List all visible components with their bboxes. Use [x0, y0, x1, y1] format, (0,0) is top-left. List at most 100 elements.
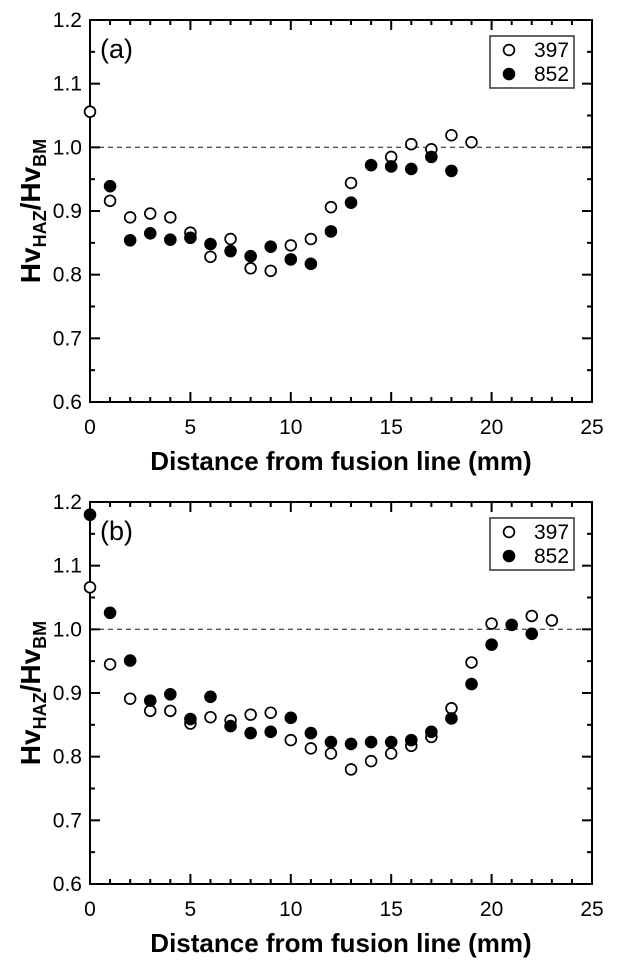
panel-label: (a)	[100, 34, 133, 64]
data-point-852	[164, 233, 177, 246]
data-point-852	[264, 240, 278, 253]
data-point-852	[103, 606, 117, 620]
data-point-397	[204, 250, 217, 264]
data-point-397	[344, 763, 358, 776]
data-point-852	[324, 225, 338, 238]
data-point-852	[123, 233, 137, 247]
data-point-852	[184, 712, 197, 726]
data-point-852	[244, 726, 257, 740]
x-tick-label: 0	[84, 898, 96, 921]
data-point-397	[83, 581, 97, 594]
legend-box	[489, 517, 575, 571]
y-tick-label: 0.7	[53, 327, 82, 350]
data-point-852	[204, 237, 217, 251]
data-point-397	[264, 264, 277, 278]
data-point-852	[284, 253, 298, 266]
x-tick-label: 25	[580, 898, 603, 921]
y-tick-label: 0.7	[53, 809, 82, 832]
data-point-397	[123, 692, 137, 705]
x-tick-label: 20	[480, 898, 503, 921]
data-point-852	[284, 711, 298, 725]
data-point-397	[545, 614, 559, 627]
data-point-397	[103, 658, 117, 671]
data-point-397	[445, 128, 458, 142]
data-point-397	[164, 704, 177, 718]
data-point-852	[384, 160, 398, 173]
data-point-852	[445, 164, 458, 178]
data-point-852	[224, 244, 237, 258]
data-point-397	[123, 211, 137, 224]
data-point-852	[143, 226, 157, 240]
x-tick-label: 15	[380, 416, 403, 439]
data-point-397	[364, 754, 378, 768]
data-point-852	[364, 735, 378, 749]
y-tick-label: 0.6	[53, 391, 82, 414]
x-tick-label: 25	[580, 416, 603, 439]
data-point-852	[164, 687, 177, 701]
x-tick-label: 5	[185, 416, 197, 439]
series-852	[83, 508, 539, 751]
data-point-852-legend	[502, 549, 516, 563]
data-point-852	[204, 690, 217, 704]
data-point-397-legend	[502, 43, 516, 57]
y-tick-label: 0.6	[53, 873, 82, 896]
data-point-397	[143, 207, 157, 220]
data-point-852	[244, 249, 257, 263]
data-point-397	[384, 747, 398, 760]
data-point-852	[103, 179, 117, 193]
y-tick-label: 0.8	[53, 264, 82, 287]
data-point-397-legend	[502, 525, 516, 539]
data-point-397	[465, 135, 478, 149]
x-tick-label: 5	[185, 898, 197, 921]
data-point-852	[344, 196, 358, 210]
data-point-397	[445, 702, 458, 715]
data-point-397	[103, 194, 117, 208]
data-point-852	[83, 508, 97, 522]
y-tick-label: 1.0	[53, 618, 82, 641]
y-tick-label: 1.0	[53, 136, 82, 159]
y-axis-title: HvHAZ/HvBM	[15, 621, 50, 765]
y-tick-label: 1.2	[53, 9, 82, 32]
y-tick-label: 0.9	[53, 682, 82, 705]
data-point-852	[485, 638, 498, 651]
series-397	[83, 105, 478, 278]
y-tick-label: 1.1	[53, 555, 82, 578]
data-point-397	[344, 176, 358, 190]
data-point-397	[244, 708, 257, 721]
x-tick-label: 10	[279, 416, 302, 439]
data-point-852	[404, 733, 418, 747]
data-point-397	[204, 710, 217, 724]
x-tick-label: 20	[480, 416, 503, 439]
data-point-852	[425, 725, 438, 739]
data-point-397	[264, 706, 277, 719]
y-tick-label: 0.8	[53, 746, 82, 769]
data-point-397	[465, 656, 478, 669]
data-point-397	[405, 137, 418, 151]
data-point-397	[525, 609, 539, 623]
y-tick-label: 1.2	[53, 491, 82, 514]
panel-b-chart: 0 5 10 15 20 25 0.6 0.7 0.8 0.9 1.0 1.1 1.2 (b) Distan…	[15, 491, 604, 958]
data-point-397	[485, 617, 498, 630]
data-point-397	[244, 262, 257, 275]
series-397	[83, 581, 559, 776]
data-point-852	[324, 735, 338, 749]
legend-label-397: 397	[534, 521, 569, 544]
data-point-397	[284, 733, 298, 747]
y-tick-label: 1.1	[53, 73, 82, 96]
legend-label-852: 852	[534, 63, 569, 86]
x-axis-title: Distance from fusion line (mm)	[150, 928, 531, 958]
data-point-852	[445, 712, 458, 725]
y-tick-label: 0.9	[53, 200, 82, 223]
data-point-397	[324, 747, 338, 760]
data-point-852	[264, 725, 278, 739]
legend-label-397: 397	[534, 39, 569, 62]
data-point-852	[184, 231, 197, 245]
x-tick-label: 15	[380, 898, 403, 921]
data-point-852	[425, 150, 438, 164]
data-point-852	[304, 257, 318, 271]
data-point-852	[364, 158, 378, 172]
data-point-397	[324, 200, 338, 214]
data-point-852	[304, 726, 318, 740]
data-point-852	[404, 162, 418, 176]
